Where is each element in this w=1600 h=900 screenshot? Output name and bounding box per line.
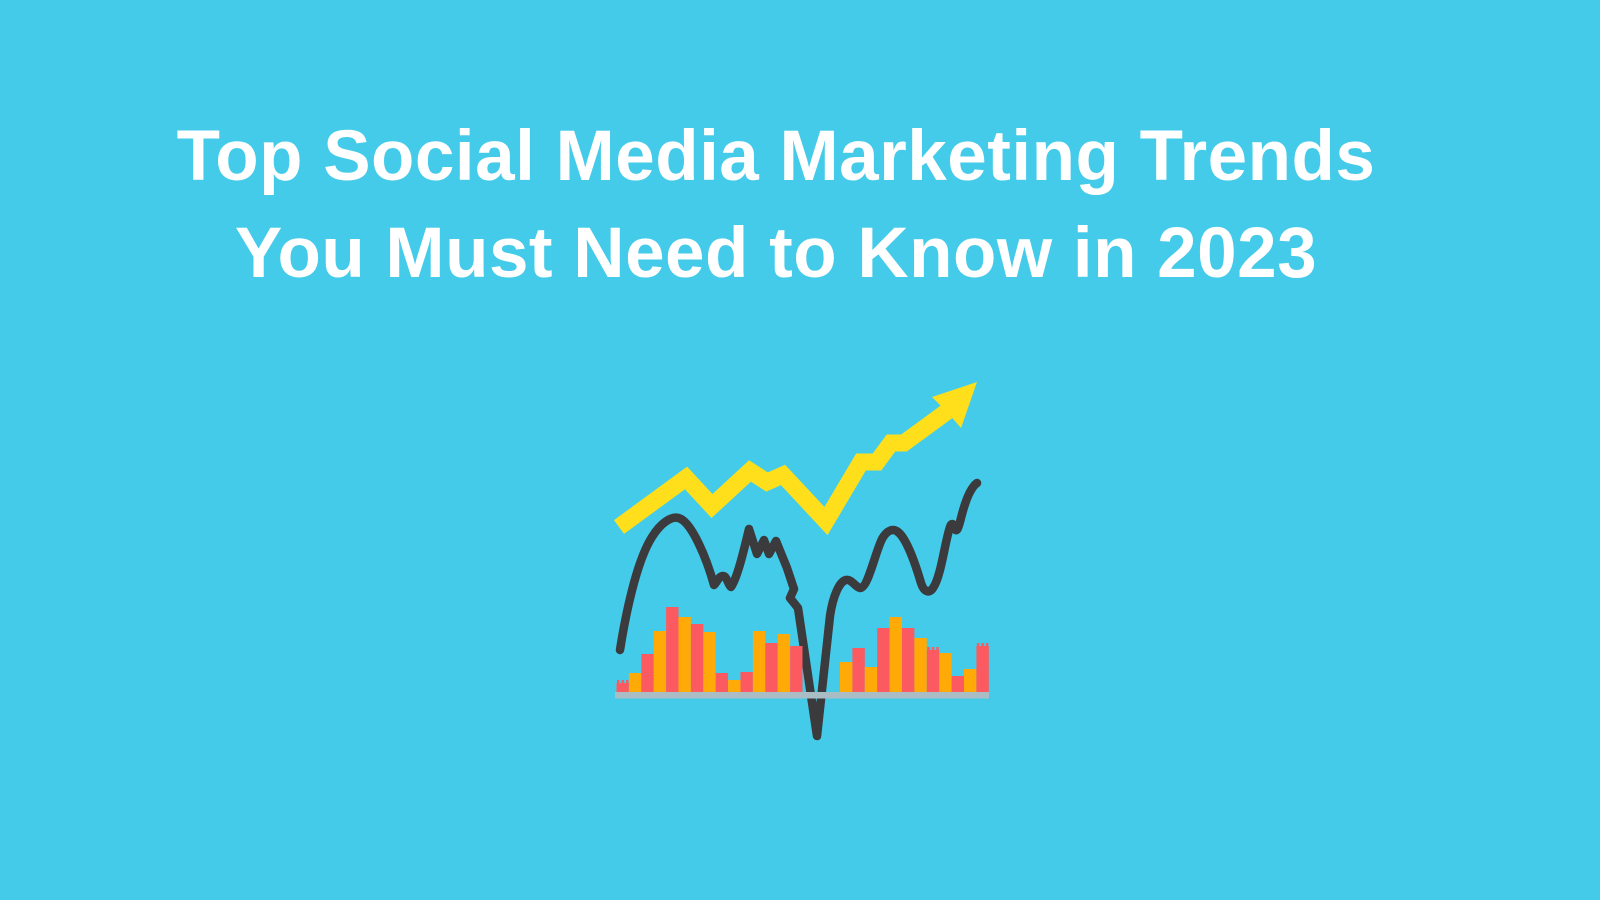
chart-bar: [864, 667, 878, 692]
chart-bar: [926, 650, 940, 692]
chart-bar: [790, 646, 803, 692]
chart-bar: [715, 673, 729, 692]
chart-bar: [939, 653, 952, 692]
chart-bar: [703, 632, 716, 692]
chart-bar: [889, 617, 902, 692]
chart-bar: [976, 646, 989, 692]
chart-bar: [902, 628, 915, 692]
chart-bar: [641, 654, 654, 692]
page-title-line-2: You Must Need to Know in 2023: [234, 214, 1318, 293]
chart-bar: [740, 672, 753, 692]
chart-bar: [678, 617, 691, 692]
chart-bar: [951, 676, 964, 692]
chart-bar: [777, 634, 791, 692]
chart-baseline: [615, 692, 989, 699]
chart-bar: [616, 683, 629, 692]
chart-bar: [914, 638, 927, 692]
chart-bar: [765, 643, 778, 692]
trend-arrow-head: [932, 382, 977, 428]
chart-bar: [628, 673, 642, 692]
page-title-line-1: Top Social Media Marketing Trends: [176, 117, 1376, 196]
chart-bar: [852, 648, 865, 692]
chart-bar: [653, 631, 667, 692]
chart-bar: [690, 624, 704, 692]
chart-bar: [840, 662, 853, 692]
trend-arrow-shaft: [613, 403, 955, 536]
trend-line: [615, 478, 982, 741]
growth-chart-illustration: [613, 382, 989, 741]
chart-bar: [877, 628, 890, 692]
chart-bar: [666, 607, 679, 692]
page-title: Top Social Media Marketing Trends You Mu…: [0, 108, 1576, 302]
chart-bar: [964, 669, 977, 692]
chart-bar: [728, 680, 741, 692]
chart-bar: [752, 631, 766, 692]
